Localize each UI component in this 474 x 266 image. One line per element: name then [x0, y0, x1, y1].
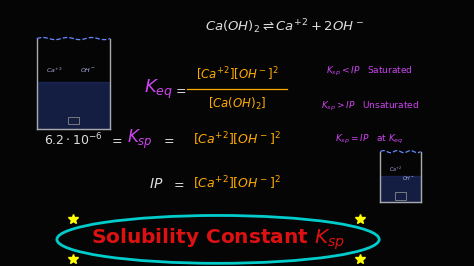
Text: $[Ca^{+2}][OH^-]^2$: $[Ca^{+2}][OH^-]^2$	[196, 66, 278, 83]
Text: $Ca^{+2}$: $Ca^{+2}$	[389, 164, 402, 173]
Text: $Ca^{+2}$: $Ca^{+2}$	[46, 66, 63, 75]
Text: $Ca(OH)_2 \rightleftharpoons Ca^{+2} + 2OH^-$: $Ca(OH)_2 \rightleftharpoons Ca^{+2} + 2…	[205, 17, 364, 36]
Polygon shape	[36, 82, 110, 129]
Bar	[68, 117, 79, 124]
Text: $=$: $=$	[171, 177, 184, 190]
Text: $K_{eq}$: $K_{eq}$	[144, 77, 173, 101]
Text: $=$: $=$	[162, 133, 175, 146]
Bar	[395, 192, 406, 200]
Polygon shape	[380, 176, 420, 202]
Text: $K_{sp} < IP$   Saturated: $K_{sp} < IP$ Saturated	[326, 65, 413, 78]
Text: $K_{sp} > IP$   Unsaturated: $K_{sp} > IP$ Unsaturated	[321, 100, 419, 113]
Text: $[Ca(OH)_2]$: $[Ca(OH)_2]$	[208, 96, 266, 112]
Text: $K_{sp} = IP$   at $K_{eq}$: $K_{sp} = IP$ at $K_{eq}$	[336, 133, 404, 146]
Text: $OH^-$: $OH^-$	[80, 66, 96, 74]
Text: $IP$: $IP$	[149, 177, 164, 190]
Text: $=$: $=$	[109, 133, 123, 146]
Text: $=$: $=$	[173, 83, 187, 95]
Text: $OH^-$: $OH^-$	[402, 174, 415, 182]
Text: $[Ca^{+2}][OH^-]^2$: $[Ca^{+2}][OH^-]^2$	[193, 131, 281, 148]
Text: Solubility Constant $K_{sp}$: Solubility Constant $K_{sp}$	[91, 227, 345, 252]
Text: $K_{sp}$: $K_{sp}$	[127, 128, 153, 151]
Text: $6.2 \cdot 10^{-6}$: $6.2 \cdot 10^{-6}$	[44, 131, 103, 148]
Text: $[Ca^{+2}][OH^-]^2$: $[Ca^{+2}][OH^-]^2$	[193, 175, 281, 192]
